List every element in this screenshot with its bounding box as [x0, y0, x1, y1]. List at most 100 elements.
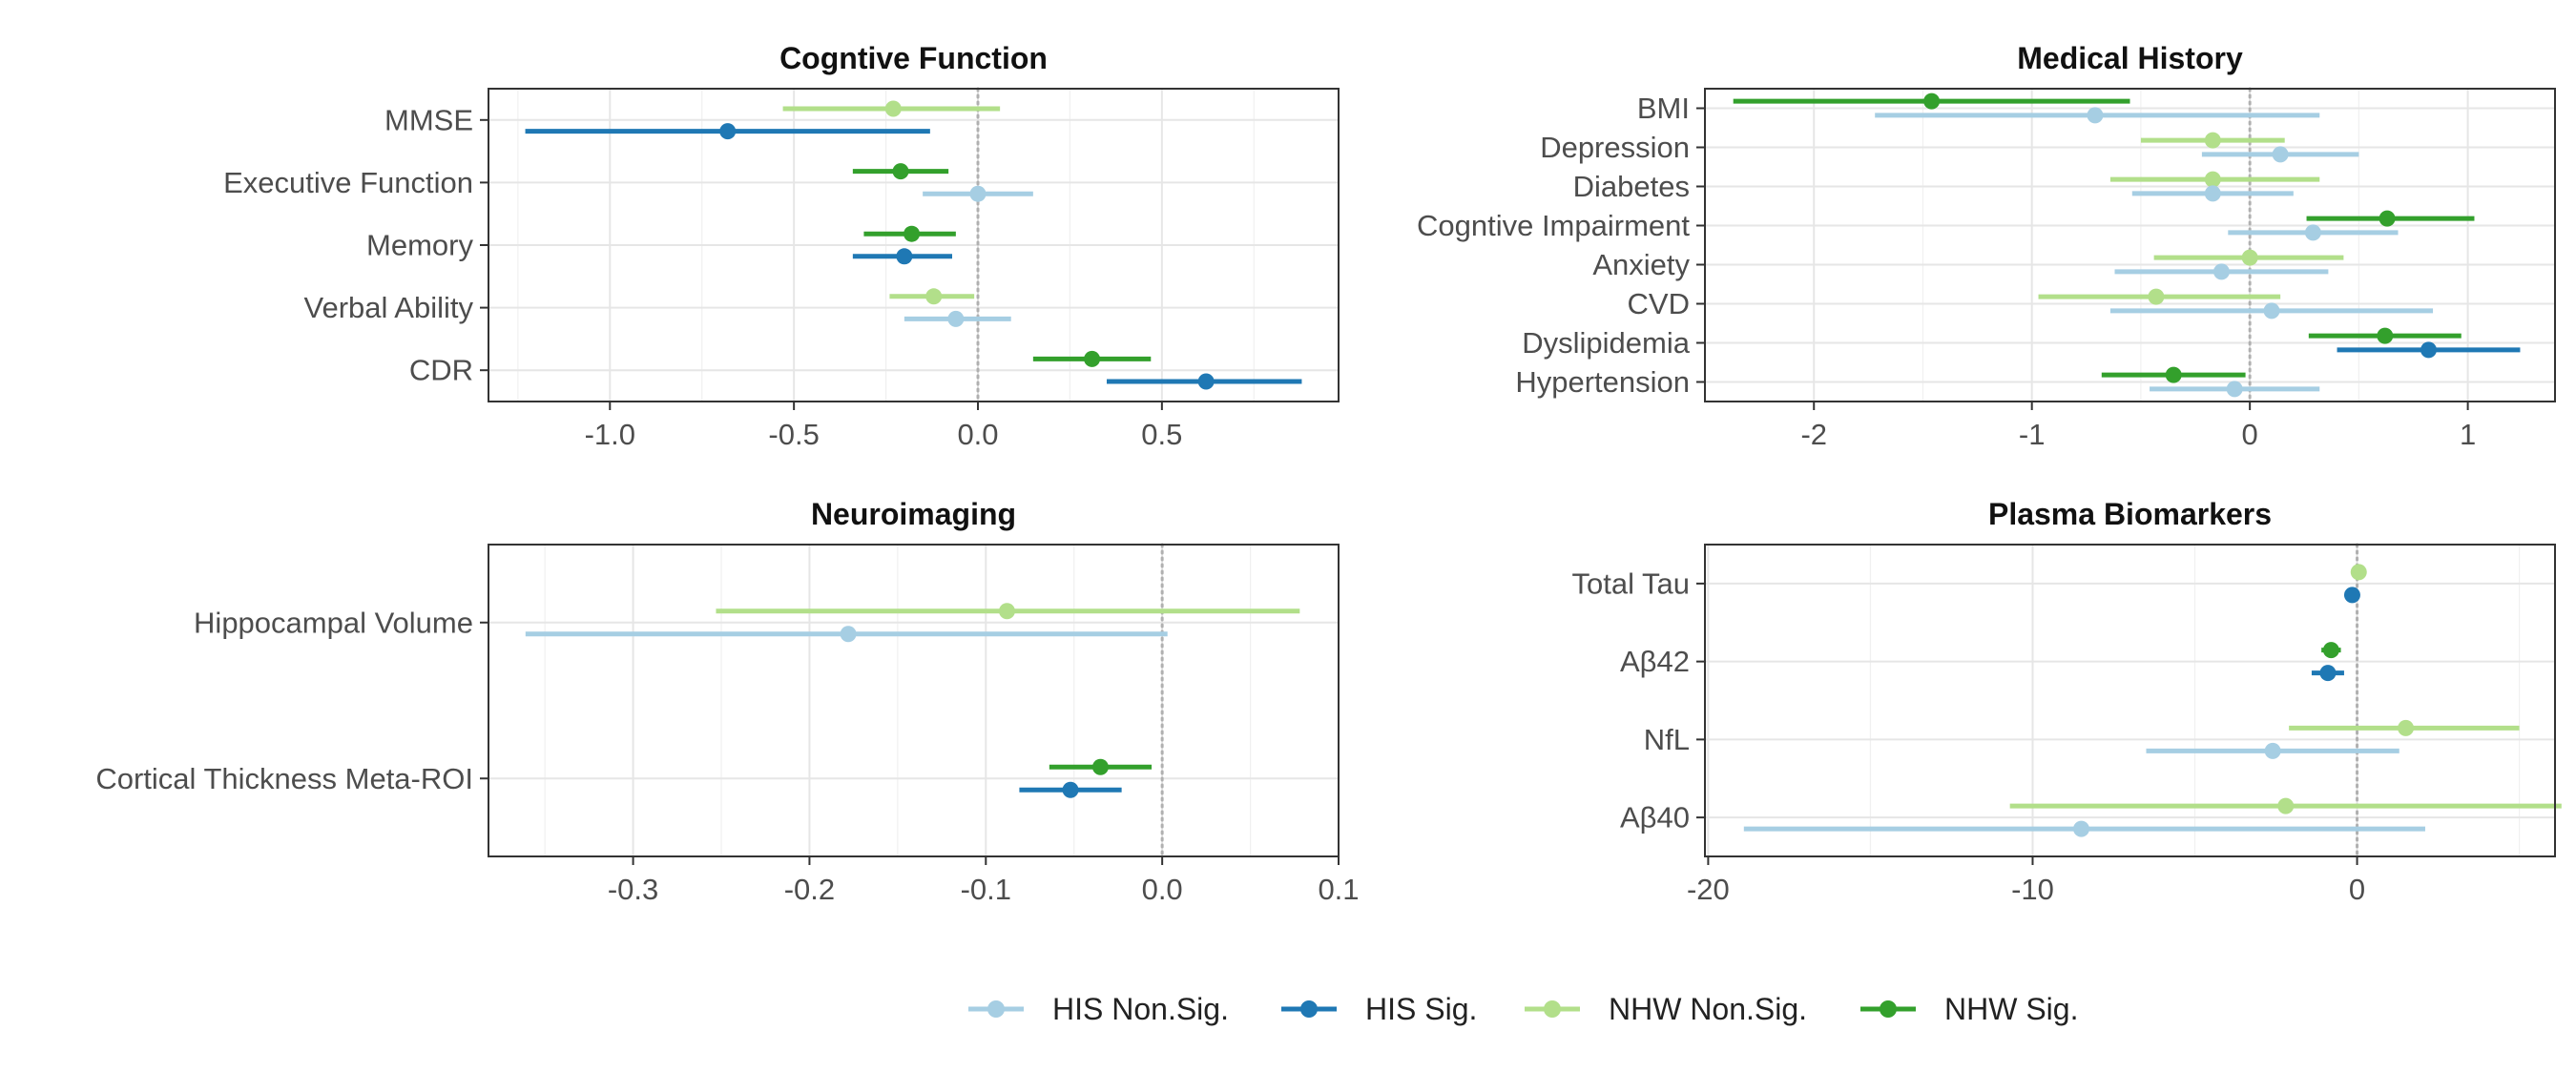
y-tick-label: Cogntive Impairment — [1417, 209, 1690, 242]
legend-label: NHW Non.Sig. — [1609, 992, 1807, 1026]
estimate-point-nhw — [904, 225, 921, 242]
y-tick-label: Aβ42 — [1620, 645, 1690, 678]
legend-point — [987, 1000, 1005, 1018]
legend-item: NHW Sig. — [1860, 992, 2078, 1026]
x-tick-label: 0.1 — [1318, 873, 1359, 906]
estimate-point-his — [2264, 742, 2281, 759]
legend-item: HIS Sig. — [1281, 992, 1477, 1026]
y-tick-label: Cortical Thickness Meta-ROI — [95, 762, 473, 795]
estimate-point-nhw — [2322, 642, 2339, 659]
panel-background — [1705, 545, 2555, 856]
panel-3: Neuroimaging Hippocampal Volume Cortical T… — [95, 497, 1359, 906]
estimate-point-his — [2272, 146, 2289, 163]
estimate-point-nhw — [2241, 249, 2258, 266]
estimate-point-his — [2072, 820, 2089, 837]
y-tick-label: Verbal Ability — [304, 291, 474, 324]
legend-label: NHW Sig. — [1944, 992, 2078, 1026]
x-tick-label: -0.5 — [768, 418, 819, 451]
y-tick-label: NfL — [1644, 723, 1690, 756]
x-tick-label: -10 — [2011, 873, 2054, 906]
estimate-point-his — [947, 310, 965, 327]
panel-border — [488, 544, 1340, 857]
estimate-point-nhw — [1084, 350, 1101, 367]
y-tick-label: MMSE — [384, 103, 473, 136]
y-tick-label: Executive Function — [223, 166, 473, 199]
estimate-point-his — [2343, 587, 2360, 604]
estimate-point-nhw — [2350, 564, 2367, 581]
estimate-point-his — [2087, 107, 2104, 124]
y-tick-label: Anxiety — [1592, 248, 1690, 281]
estimate-point-nhw — [1091, 758, 1109, 775]
panel-1: Cogntive Function MMSE Executive Function M… — [223, 41, 1340, 451]
x-tick-label: -20 — [1687, 873, 1730, 906]
panel-2: Medical History BMI Depression Diabetes Cogn… — [1417, 41, 2556, 451]
x-tick-label: 0.5 — [1141, 418, 1182, 451]
panel-4: Plasma Biomarkers Total Tau Aβ42 NfL Aβ40 -20… — [1571, 497, 2562, 906]
panel-border — [1704, 544, 2556, 857]
x-tick-label: -1 — [2019, 418, 2046, 451]
estimate-point-nhw — [2204, 171, 2221, 188]
legend-point — [1300, 1000, 1318, 1018]
x-tick-label: -0.3 — [608, 873, 658, 906]
y-tick-label: CVD — [1628, 287, 1690, 320]
x-tick-label: 1 — [2460, 418, 2476, 451]
estimate-point-his — [2304, 224, 2321, 241]
x-tick-label: -0.2 — [784, 873, 835, 906]
legend-item: NHW Non.Sig. — [1525, 992, 1807, 1026]
legend-point — [1880, 1000, 1897, 1018]
estimate-point-nhw — [1923, 93, 1941, 110]
estimate-point-his — [2204, 185, 2221, 202]
legend-item: HIS Non.Sig. — [968, 992, 1229, 1026]
x-tick-label: -0.1 — [961, 873, 1011, 906]
estimate-point-nhw — [2148, 288, 2165, 305]
x-tick-label: 0 — [2349, 873, 2365, 906]
estimate-point-nhw — [2398, 719, 2415, 736]
estimate-point-nhw — [892, 163, 909, 180]
legend-label: HIS Sig. — [1365, 992, 1477, 1026]
estimate-point-his — [969, 185, 987, 202]
x-tick-label: 0.0 — [957, 418, 998, 451]
estimate-point-his — [896, 248, 913, 265]
panel-title: Medical History — [2017, 41, 2243, 75]
y-tick-label: Aβ40 — [1620, 801, 1690, 834]
estimate-point-his — [2212, 263, 2230, 280]
x-tick-label: -2 — [1800, 418, 1827, 451]
y-tick-label: Memory — [366, 229, 473, 262]
estimate-point-his — [2319, 665, 2337, 682]
estimate-point-nhw — [925, 288, 943, 305]
estimate-point-his — [1197, 373, 1215, 390]
y-tick-label: Total Tau — [1571, 567, 1690, 600]
estimate-point-his — [719, 123, 737, 140]
estimate-point-nhw — [884, 100, 902, 117]
legend-point — [1544, 1000, 1561, 1018]
y-tick-label: Hypertension — [1515, 365, 1690, 399]
panel-background — [488, 545, 1339, 856]
x-tick-label: -1.0 — [585, 418, 635, 451]
estimate-point-nhw — [2204, 132, 2221, 149]
estimate-point-his — [1062, 781, 1079, 798]
y-tick-label: Dyslipidemia — [1522, 326, 1690, 360]
x-tick-label: 0.0 — [1142, 873, 1183, 906]
estimate-point-nhw — [2165, 366, 2182, 383]
estimate-point-nhw — [998, 603, 1015, 620]
panel-border — [1704, 88, 2556, 402]
y-tick-label: Depression — [1540, 131, 1690, 164]
estimate-point-his — [840, 626, 857, 643]
y-tick-label: Hippocampal Volume — [194, 606, 473, 639]
estimate-point-his — [2226, 381, 2243, 398]
panel-title: Neuroimaging — [811, 497, 1016, 531]
panel-title: Plasma Biomarkers — [1988, 497, 2272, 531]
y-tick-label: BMI — [1637, 92, 1690, 125]
estimate-point-his — [2263, 302, 2280, 319]
estimate-point-his — [2420, 341, 2437, 359]
legend: HIS Non.Sig. HIS Sig. NHW Non.Sig. NHW Sig. — [968, 992, 2078, 1026]
panel-title: Cogntive Function — [779, 41, 1048, 75]
estimate-point-nhw — [2277, 797, 2295, 814]
x-tick-label: 0 — [2242, 418, 2258, 451]
y-tick-label: Diabetes — [1573, 170, 1690, 203]
legend-label: HIS Non.Sig. — [1052, 992, 1229, 1026]
y-tick-label: CDR — [409, 354, 473, 387]
estimate-point-nhw — [2379, 210, 2396, 227]
